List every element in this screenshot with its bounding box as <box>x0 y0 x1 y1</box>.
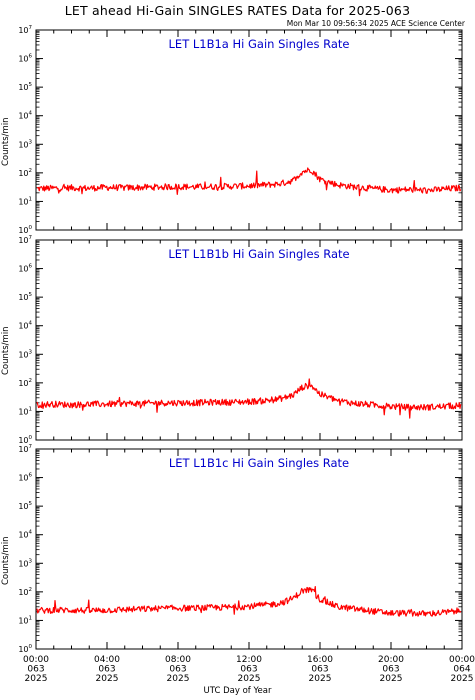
y-tick-label: 106 <box>18 54 32 64</box>
y-tick-label: 103 <box>18 349 32 359</box>
x-tick-label: 04:00 <box>94 655 120 665</box>
x-axis-title: UTC Day of Year <box>203 686 272 696</box>
chart-panel-3: 100 101 102 103 104 105 106 107 LET L1B1c Hi Gai… <box>18 444 463 654</box>
x-tick-label: 063 <box>169 665 186 675</box>
y-tick-label: 104 <box>18 111 32 121</box>
x-tick-label: 2025 <box>25 674 48 684</box>
chart-panel-1: 100 101 102 103 104 105 106 107 LET L1B1a Hi Gai… <box>18 25 463 235</box>
x-tick-label: 063 <box>382 665 399 675</box>
x-tick-label: 064 <box>453 665 470 675</box>
y-tick-label: 107 <box>18 444 32 454</box>
y-tick-label: 101 <box>18 406 32 416</box>
y-tick-label: 104 <box>18 321 32 331</box>
y-tick-label: 104 <box>18 530 32 540</box>
y-tick-label: 107 <box>18 235 32 245</box>
x-tick-label: 00:00 <box>449 655 475 665</box>
x-tick-label: 2025 <box>167 674 190 684</box>
x-tick-label: 063 <box>27 665 44 675</box>
x-tick-label: 2025 <box>96 674 119 684</box>
data-series-line <box>36 378 462 419</box>
y-tick-label: 102 <box>18 168 32 178</box>
y-tick-label: 100 <box>18 435 32 445</box>
plot-frame <box>35 448 463 650</box>
y-tick-label: 103 <box>18 139 32 149</box>
y-tick-label: 106 <box>18 473 32 483</box>
plot-frame <box>35 29 463 231</box>
y-tick-label: 105 <box>18 82 32 92</box>
y-tick-label: 102 <box>18 378 32 388</box>
data-series-line <box>36 167 462 197</box>
y-tick-label: 105 <box>18 292 32 302</box>
y-tick-label: 101 <box>18 615 32 625</box>
y-tick-label: 100 <box>18 644 32 654</box>
y-tick-label: 102 <box>18 587 32 597</box>
x-tick-label: 063 <box>311 665 328 675</box>
x-tick-label: 12:00 <box>236 655 262 665</box>
x-tick-label: 063 <box>98 665 115 675</box>
x-tick-label: 2025 <box>451 674 474 684</box>
data-series-line <box>36 585 462 617</box>
panel-title: LET L1B1a Hi Gain Singles Rate <box>169 37 350 51</box>
panel-title: LET L1B1b Hi Gain Singles Rate <box>168 247 349 261</box>
timestamp: Mon Mar 10 09:56:34 2025 ACE Science Cen… <box>286 19 465 28</box>
x-tick-label: 063 <box>240 665 257 675</box>
panel-title: LET L1B1c Hi Gain Singles Rate <box>169 456 349 470</box>
main-title: LET ahead Hi-Gain SINGLES RATES Data for… <box>64 3 411 18</box>
plot-frame <box>35 239 463 441</box>
y-tick-label: 105 <box>18 501 32 511</box>
x-tick-label: 2025 <box>380 674 403 684</box>
x-axis-labels: 00:00063202504:00063202508:00063202512:0… <box>23 655 475 684</box>
x-tick-label: 16:00 <box>307 655 333 665</box>
x-tick-label: 08:00 <box>165 655 191 665</box>
x-tick-label: 20:00 <box>378 655 404 665</box>
x-tick-label: 2025 <box>309 674 332 684</box>
chart-panel-2: 100 101 102 103 104 105 106 107 LET L1B1b Hi Gai… <box>18 235 463 445</box>
y-tick-label: 101 <box>18 196 32 206</box>
y-tick-label: 103 <box>18 558 32 568</box>
y-tick-label: 106 <box>18 264 32 274</box>
y-tick-label: 107 <box>18 25 32 35</box>
y-tick-label: 100 <box>18 225 32 235</box>
x-tick-label: 00:00 <box>23 655 49 665</box>
x-tick-label: 2025 <box>238 674 261 684</box>
